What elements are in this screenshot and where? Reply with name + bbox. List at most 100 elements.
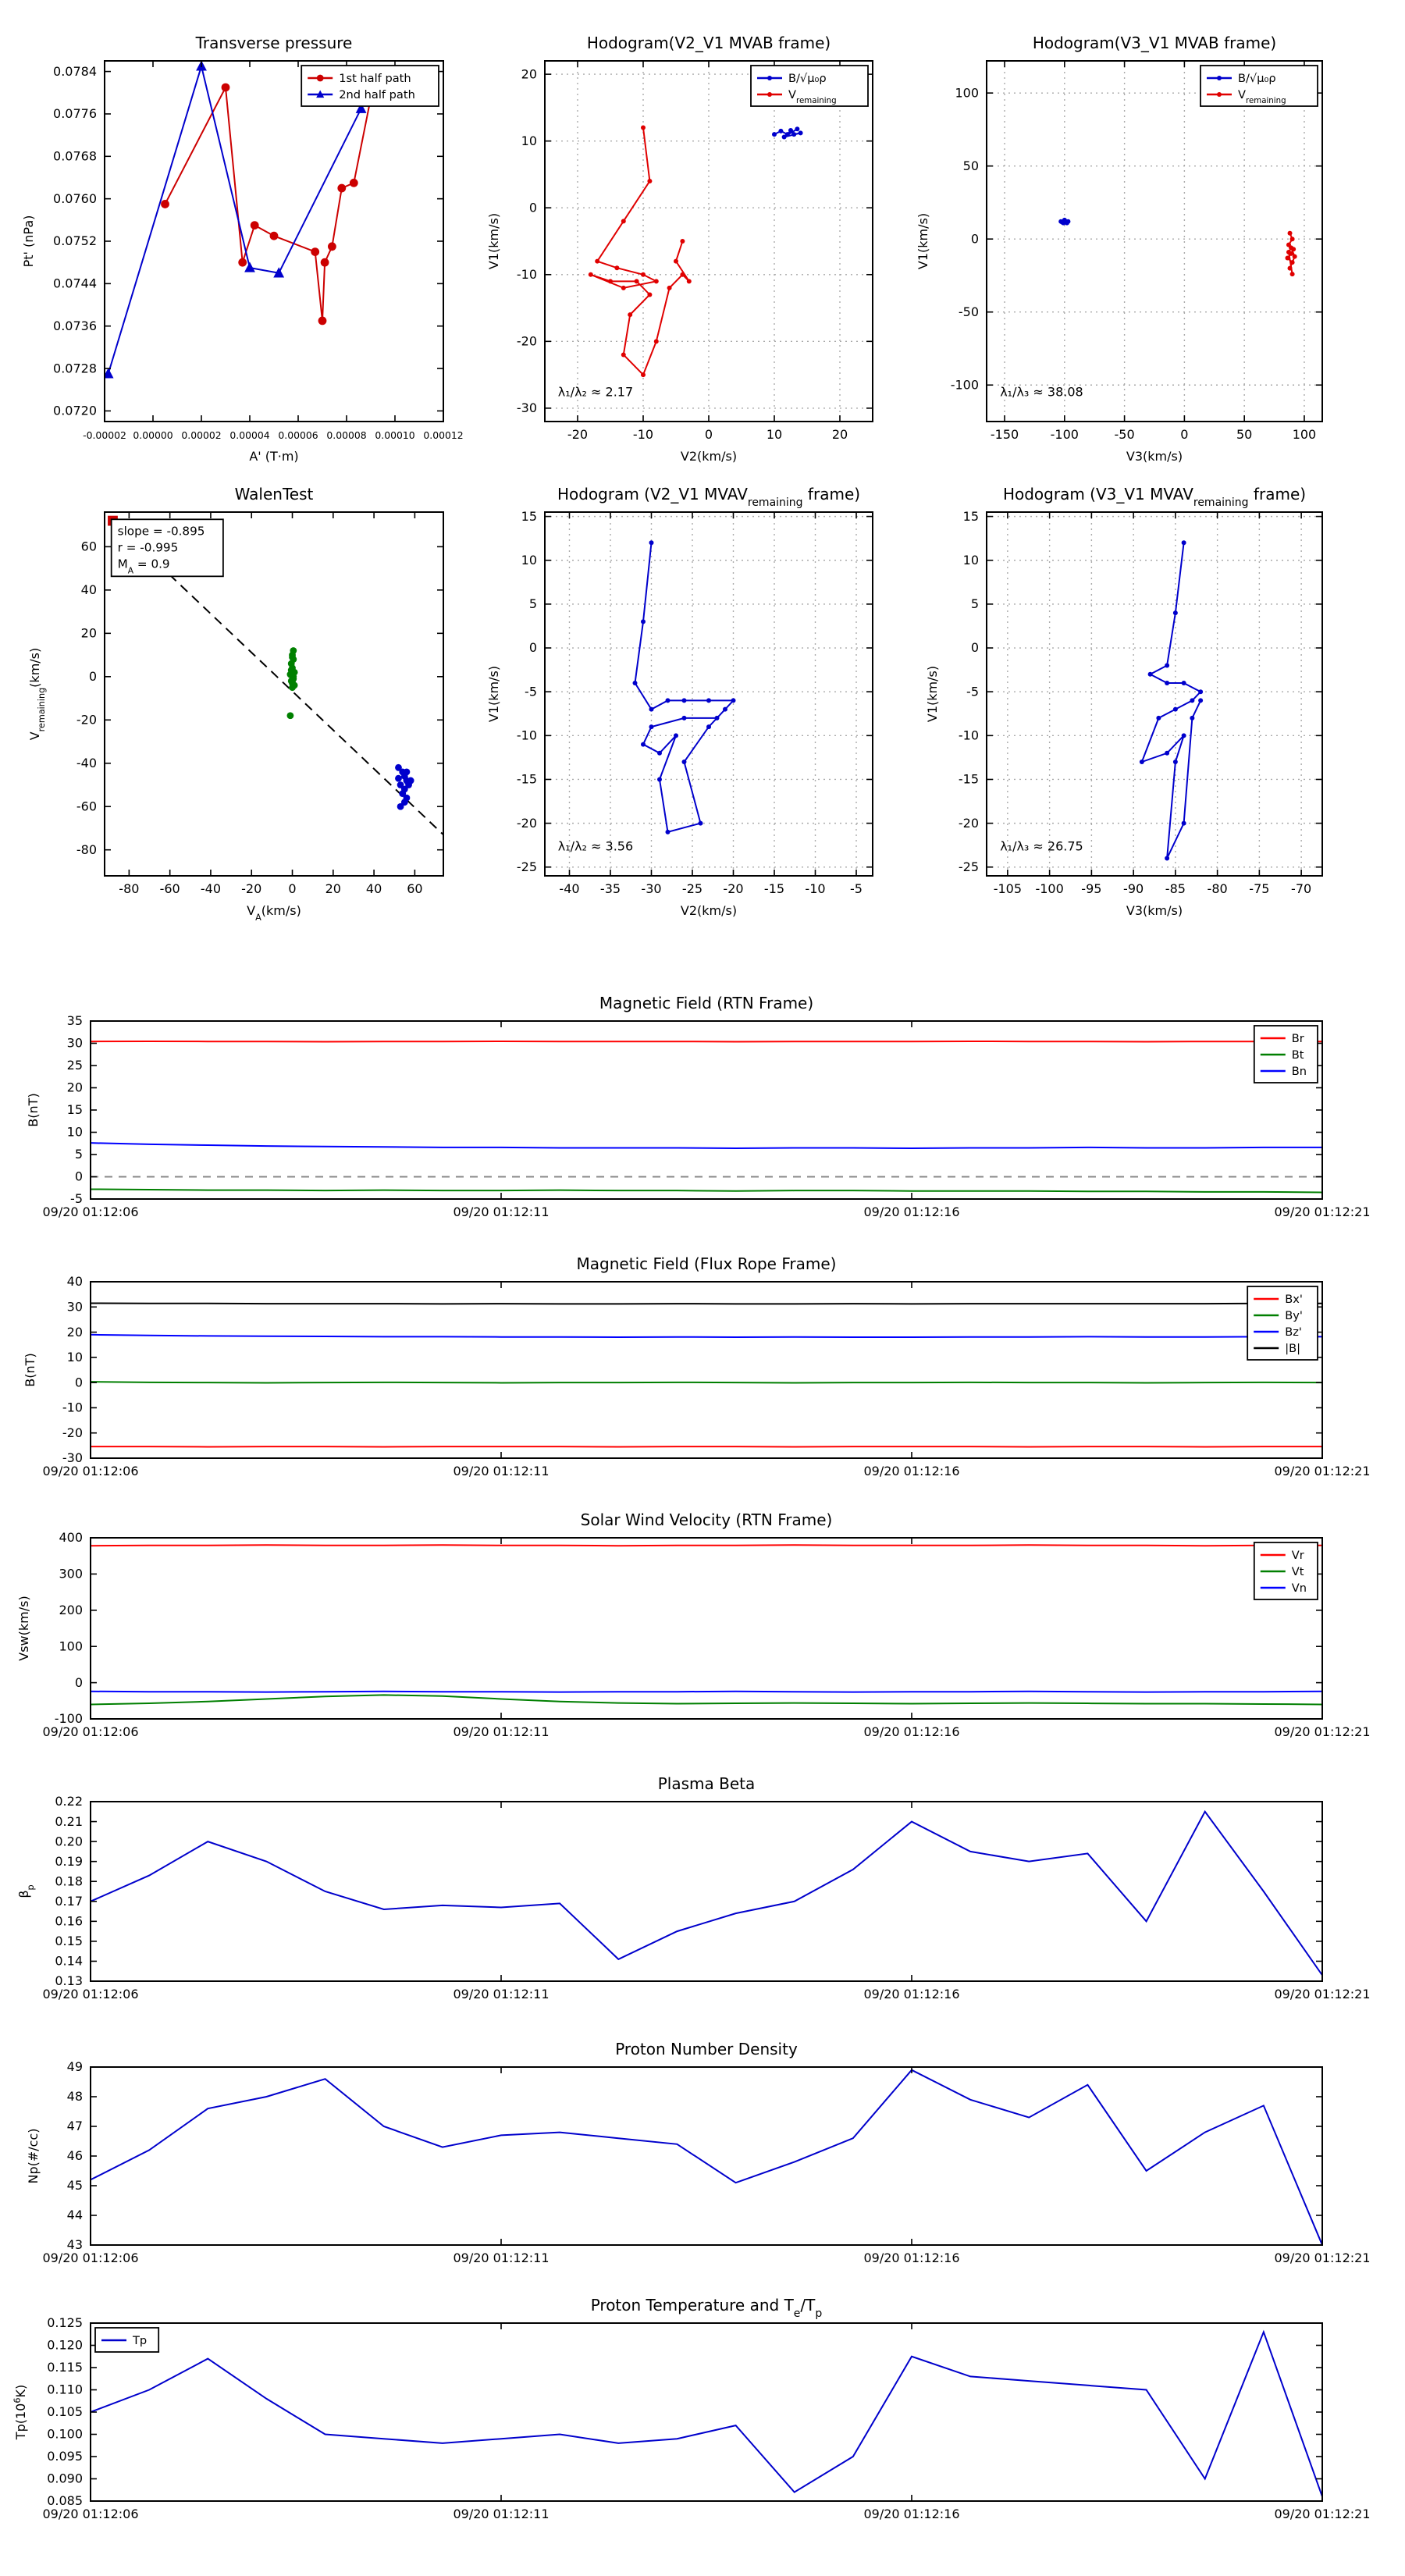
series-line-Br [91,1040,1322,1043]
marker-dot [788,127,793,133]
marker-circle [320,258,329,267]
marker-dot [798,130,803,136]
marker-circle [161,200,169,208]
x-tick-label: -0.00002 [83,429,126,441]
series-line-Bt [91,1188,1322,1194]
y-tick-label: 0.0752 [53,233,97,248]
y-tick-label: 100 [955,85,979,100]
y-tick-label: -10 [517,728,537,743]
series-group [91,2329,1322,2497]
x-tick-label: 09/20 01:12:11 [453,1204,549,1219]
marker-dot [634,279,639,284]
marker-dot [731,698,736,703]
marker-dot [723,706,727,712]
axes-border [986,60,1323,422]
y-tick-label: 40 [67,1274,83,1289]
marker-dot [621,352,626,358]
chart-title: Proton Temperature and Te/Tp [591,2296,823,2320]
x-tick-label: 60 [407,881,422,896]
y-axis-label: V1(km/s) [925,666,940,722]
marker-dot [608,279,613,284]
legend-label: |B| [1285,1342,1300,1355]
y-tick-label: 40 [81,582,97,597]
y-tick-label: 0.085 [47,2493,83,2508]
x-tick-label: 0 [288,881,296,896]
y-tick-label: 44 [67,2208,83,2222]
chart-transverse-pressure: -0.00002 0.00000 0.00002 0.00004 0.00006 0.00… [21,34,464,464]
legend-label: Bx' [1285,1293,1303,1306]
chart-title: Transverse pressure [195,34,353,52]
marker-dot [1286,250,1291,255]
x-tick-label: -85 [1165,881,1186,896]
y-tick-label: 0.110 [47,2382,83,2397]
y-tick-label: -20 [517,334,537,349]
marker-triangle [273,267,285,278]
axes-border [90,1537,1323,1720]
y-tick-label: 10 [521,133,537,148]
x-tick-label: -30 [641,881,661,896]
marker-dot [1287,230,1293,236]
y-tick-label: -30 [62,1450,83,1465]
marker-dot [781,134,787,140]
y-tick-label: 100 [59,1638,83,1653]
marker-dot [1181,680,1186,685]
y-tick-label: -60 [76,799,97,813]
y-tick-label: 5 [529,596,537,611]
marker-dot [588,272,593,277]
marker-dot [1190,698,1195,703]
x-tick-label: 0.00010 [375,429,414,441]
x-tick-label: -80 [119,881,139,896]
y-tick-label: 0.18 [55,1873,83,1888]
x-tick-label: 0.00012 [423,429,463,441]
y-tick-label: -10 [517,267,537,282]
y-tick-label: 20 [521,66,537,81]
y-tick-label: 48 [67,2089,83,2104]
marker-circle [395,774,402,782]
legend-label: B/√μ₀ρ [788,72,827,85]
y-tick-label: 0 [971,231,979,246]
chart-walen-test: -80 -60 -40 -20 0 20 40 60 -80 -60 -40 -20 0 20 40 60 Wa… [27,485,444,923]
y-tick-label: 10 [67,1125,83,1140]
series-line-Bn [91,1142,1322,1150]
y-tick-label: 0 [75,1375,83,1389]
x-tick-label: 0.00008 [326,429,366,441]
y-tick-label: 15 [521,509,537,524]
marker-dot [1165,680,1170,685]
y-tick-label: 0.0728 [53,361,97,375]
chart-plasma-beta: 09/20 01:12:06 09/20 01:12:11 09/20 01:12:… [16,1774,1371,2001]
series-line-path [1140,543,1202,859]
marker-dot [665,829,670,834]
x-tick-label: -40 [559,881,579,896]
x-tick-label: 09/20 01:12:21 [1274,1464,1370,1478]
y-tick-label: 200 [59,1603,83,1617]
x-tick-label: -50 [1115,427,1135,442]
marker-circle [400,799,408,806]
x-tick-label: 09/20 01:12:16 [863,2507,959,2521]
marker-dot [665,698,670,703]
y-axis-label: βp [16,1884,36,1898]
marker-triangle [355,102,367,113]
chart-tp: 09/20 01:12:06 09/20 01:12:11 09/20 01:12:… [12,2296,1371,2521]
y-tick-label: 0.15 [55,1934,83,1948]
series-group [91,1544,1322,1706]
y-tick-label: 10 [67,1350,83,1364]
x-tick-label: -60 [160,881,180,896]
marker-dot [772,132,777,137]
y-tick-label: 5 [971,596,979,611]
y-tick-label: 0 [75,1675,83,1690]
marker-circle [250,221,259,230]
x-axis-label: V3(km/s) [1126,449,1183,464]
marker-dot [1172,610,1178,616]
y-tick-label: 46 [67,2148,83,2163]
y-tick-label: 30 [67,1036,83,1051]
x-tick-label: 0 [705,427,713,442]
y-tick-label: 60 [81,539,97,554]
x-axis-label: VA(km/s) [247,903,301,923]
x-tick-label: 09/20 01:12:16 [863,1724,959,1739]
series-line-Tp [91,2329,1322,2497]
y-tick-label: 0.16 [55,1914,83,1929]
marker-circle [337,183,347,193]
y-axis-label: B(nT) [23,1353,37,1386]
y-tick-label: 0.13 [55,1973,83,1988]
y-axis-label: Vremaining(km/s) [27,648,47,741]
